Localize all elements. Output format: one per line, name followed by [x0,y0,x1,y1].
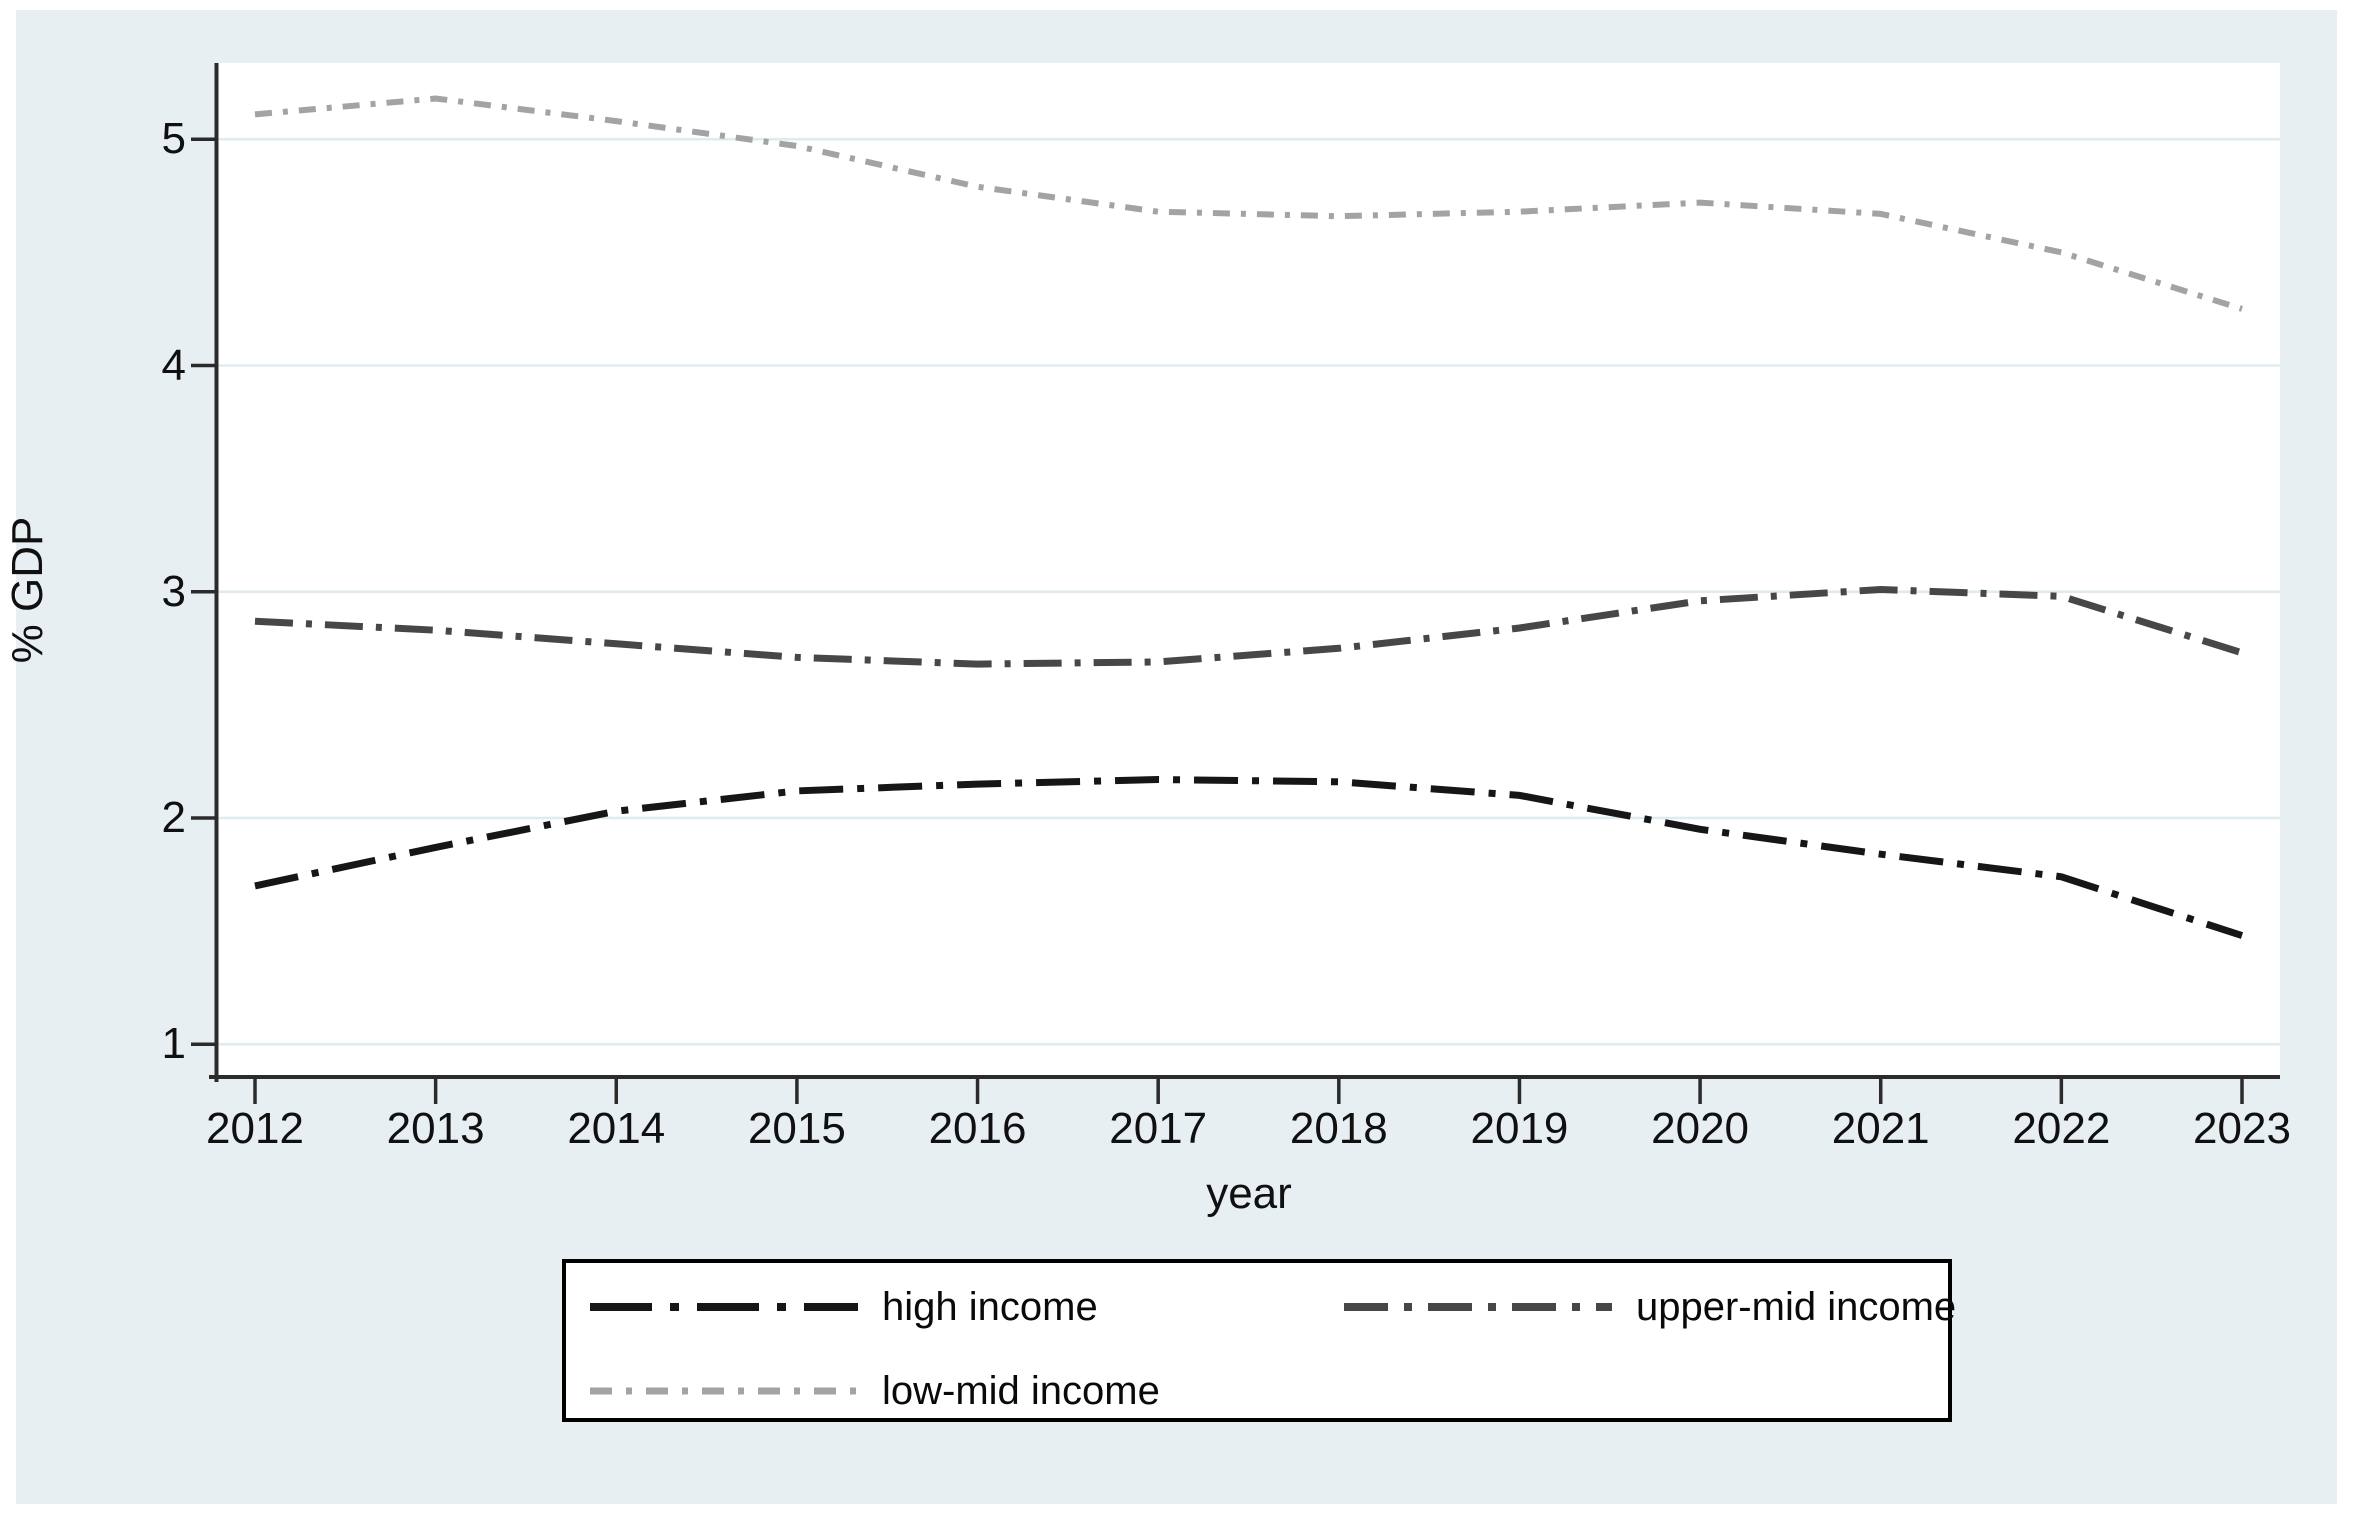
x-tick-label: 2015 [747,1104,846,1153]
legend-label-upper-mid-income: upper-mid income [1636,1285,1957,1329]
x-tick-label: 2023 [2193,1104,2291,1153]
legend-key-line-low-mid-income [590,1387,858,1395]
x-tick-label: 2021 [1831,1104,1930,1153]
legend-item-upper-mid-income: upper-mid income [1344,1277,1956,1337]
y-axis-title: % GDP [3,516,52,664]
x-axis-title: year [1206,1169,1292,1218]
legend-label-high-income: high income [882,1285,1098,1329]
legend-key-line-high-income [590,1303,858,1311]
x-tick-label: 2020 [1651,1104,1750,1153]
x-tick-label: 2016 [928,1104,1027,1153]
x-tick-label: 2018 [1289,1104,1388,1153]
plot-area [218,63,2280,1075]
x-tick-label: 2014 [567,1104,666,1153]
legend-item-low-mid-income: low-mid income [590,1361,1160,1421]
y-tick-label: 3 [161,566,186,616]
x-tick-label: 2017 [1109,1104,1208,1153]
legend-item-high-income: high income [590,1277,1098,1337]
y-tick-label: 5 [161,114,186,164]
series-line-upper-mid-income [254,585,2244,668]
legend-label-low-mid-income: low-mid income [882,1369,1160,1413]
series-line-high-income [254,775,2244,939]
y-tick-label: 1 [161,1019,186,1069]
y-tick-label: 4 [161,340,186,390]
legend-key-line-upper-mid-income [1344,1303,1612,1311]
y-tick-label: 2 [161,793,186,842]
legend: high income upper-mid income low-mid inc… [562,1259,1956,1422]
x-tick-label: 2022 [2012,1104,2111,1153]
x-tick-label: 2013 [386,1104,485,1153]
x-tick-label: 2019 [1470,1104,1569,1153]
x-tick-label: 2012 [206,1104,304,1153]
